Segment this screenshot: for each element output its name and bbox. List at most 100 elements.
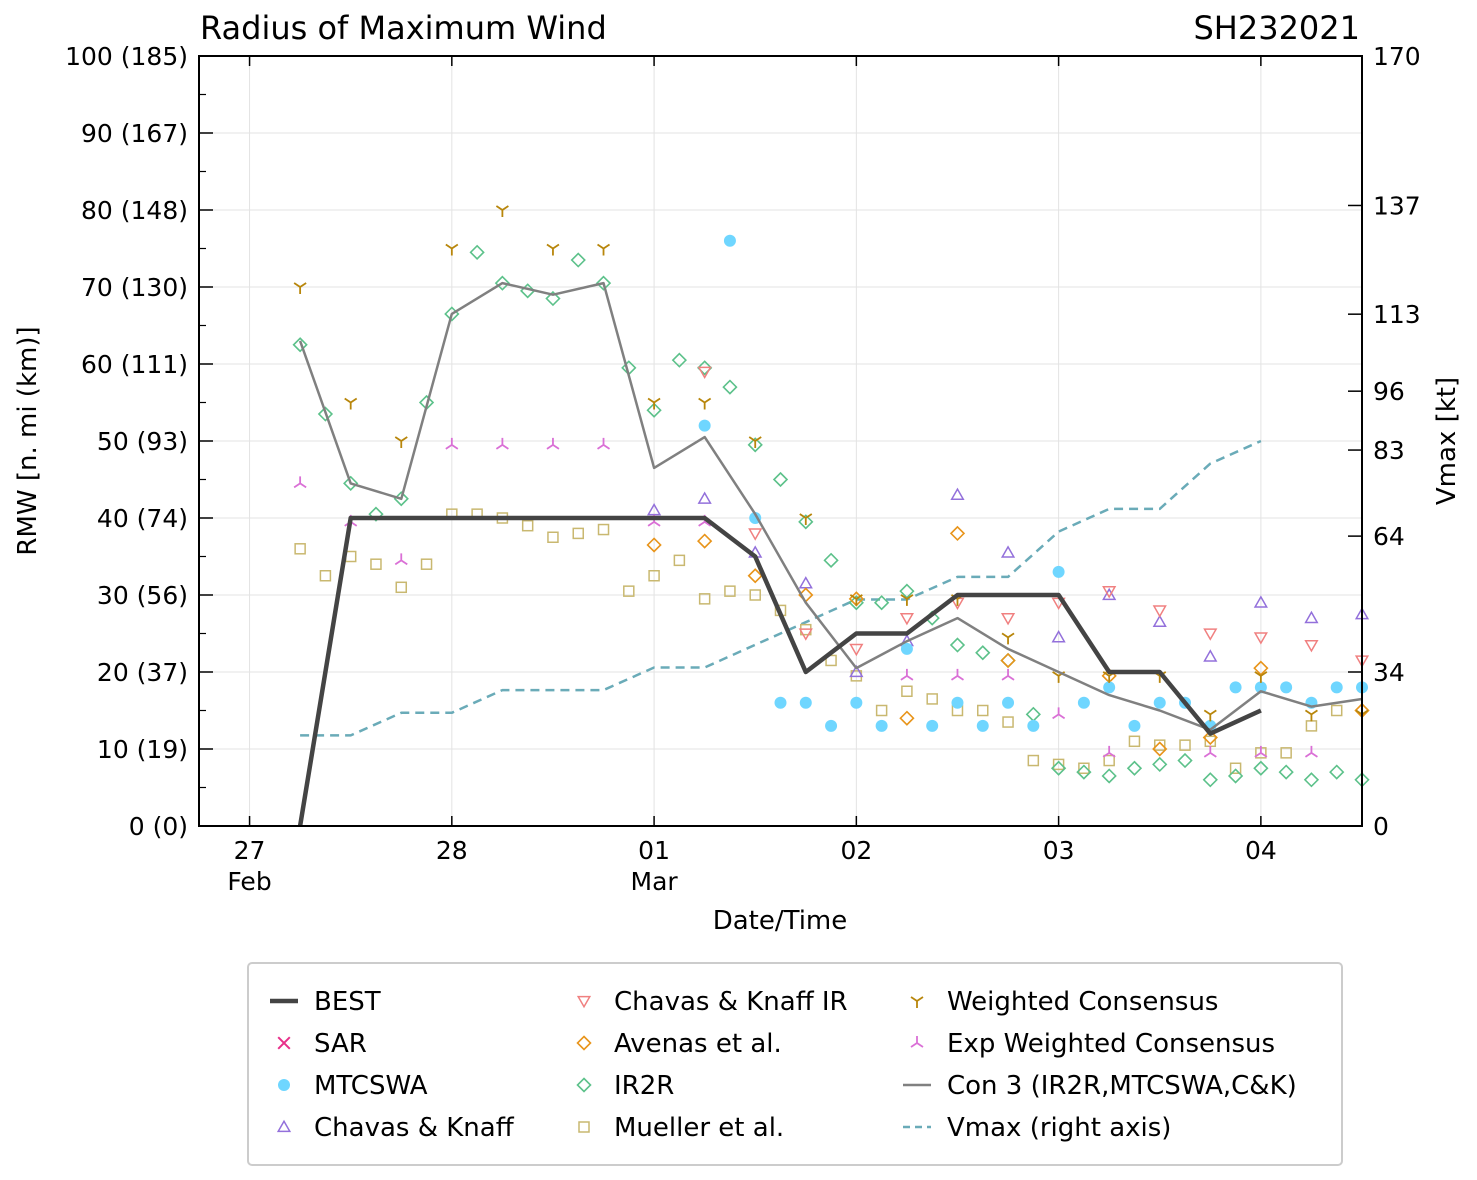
mtcswa-point xyxy=(1077,696,1090,709)
ir2r-point xyxy=(1177,752,1193,769)
ir2r-point xyxy=(772,471,789,488)
x-tick-label: 28 xyxy=(436,836,468,865)
legend-label: Chavas & Knaff xyxy=(314,1113,515,1143)
mueller-point xyxy=(1027,754,1040,767)
series-weighted xyxy=(293,205,1369,722)
mueller-point xyxy=(597,523,610,536)
weighted-point xyxy=(748,436,762,448)
mueller-point xyxy=(724,585,736,597)
con3-line xyxy=(298,281,1363,732)
exp_weighted-point xyxy=(293,476,307,489)
chavas_knaff-point xyxy=(849,664,864,678)
x-tick-month-label: Feb xyxy=(227,867,271,896)
mueller-point xyxy=(1280,747,1292,759)
mueller-point xyxy=(521,519,534,532)
x-tick-label: 01 xyxy=(638,836,670,865)
chavas_knaff_ir-point xyxy=(849,643,864,657)
weighted-point xyxy=(344,397,358,410)
y-right-tick-label: 64 xyxy=(1373,522,1405,551)
y-tick-label: 50 (93) xyxy=(97,427,188,456)
mtcswa-point xyxy=(698,419,711,432)
exp_weighted-point xyxy=(394,553,408,566)
series-layer xyxy=(292,205,1370,827)
ir2r-point xyxy=(1076,764,1092,780)
weighted-point xyxy=(900,594,914,606)
mtcswa-point xyxy=(723,234,736,247)
legend-item-sar: SAR xyxy=(277,1029,367,1059)
legend-swatch xyxy=(278,1079,290,1091)
chavas_knaff-point xyxy=(1051,630,1066,643)
legend-label: IR2R xyxy=(614,1071,674,1101)
mtcswa-point xyxy=(825,719,838,732)
legend-box xyxy=(247,962,1343,1166)
y-right-tick-label: 34 xyxy=(1373,658,1405,687)
y-right-tick-label: 96 xyxy=(1373,377,1405,406)
storm-id: SH232021 xyxy=(1193,9,1360,47)
mtcswa-point xyxy=(1128,719,1141,732)
mtcswa-point xyxy=(1002,696,1015,709)
weighted-point xyxy=(1203,709,1217,722)
weighted-point xyxy=(1001,632,1015,645)
legend: BEST SAR MTCSWA Chavas & Knaff Chavas & Knaf… xyxy=(270,987,1297,1143)
y-tick-label: 90 (167) xyxy=(81,119,188,148)
ir2r-point xyxy=(975,645,991,661)
ir2r-point xyxy=(823,552,839,568)
vmax-line xyxy=(300,439,1262,737)
mueller-point xyxy=(319,570,332,582)
series-con3 xyxy=(298,281,1363,732)
y-tick-label: 30 (56) xyxy=(97,581,188,610)
mtcswa-point xyxy=(1330,681,1343,694)
y-tick-label: 100 (185) xyxy=(65,42,188,71)
weighted-point xyxy=(495,205,509,217)
avenas-point xyxy=(949,525,966,542)
weighted-point xyxy=(597,243,611,256)
ir2r-point xyxy=(1303,772,1320,788)
legend-item-exp_weighted: Exp Weighted Consensus xyxy=(910,1029,1275,1059)
legend-label: Vmax (right axis) xyxy=(947,1113,1171,1143)
ir2r-point xyxy=(494,275,511,291)
ir2r-point xyxy=(1050,760,1067,776)
y-tick-label: 60 (111) xyxy=(81,350,188,379)
chavas_knaff_ir-point xyxy=(1000,613,1016,626)
ir2r-point xyxy=(1101,768,1117,784)
legend-item-ir2r: IR2R xyxy=(576,1071,674,1101)
mueller-point xyxy=(420,558,433,570)
legend-swatch xyxy=(910,1036,924,1048)
mtcswa-point xyxy=(1027,719,1040,732)
y-right-tick-label: 170 xyxy=(1373,42,1421,71)
y-tick-label: 20 (37) xyxy=(97,658,188,687)
avenas-point xyxy=(646,537,662,553)
weighted-point xyxy=(799,513,813,525)
mtcswa-point xyxy=(1254,681,1267,694)
mueller-point xyxy=(1128,735,1141,748)
ir2r-point xyxy=(1202,772,1218,788)
ir2r-point xyxy=(317,406,334,422)
weighted-point xyxy=(1254,671,1268,683)
ir2r-point xyxy=(1329,764,1345,780)
mueller-point xyxy=(1330,704,1343,717)
series-exp_weighted xyxy=(293,437,1318,758)
mtcswa-point xyxy=(850,696,863,709)
weighted-point xyxy=(1304,709,1318,722)
x-tick-label: 03 xyxy=(1043,836,1075,865)
mtcswa-point xyxy=(951,696,964,709)
ir2r-point xyxy=(1227,768,1244,784)
legend-item-mueller: Mueller et al. xyxy=(578,1113,784,1143)
mueller-point xyxy=(698,593,711,605)
mueller-point xyxy=(926,693,938,705)
legend-label: Chavas & Knaff IR xyxy=(614,987,848,1017)
y-tick-label: 0 (0) xyxy=(129,812,188,841)
legend-label: SAR xyxy=(314,1029,367,1059)
mueller-point xyxy=(294,543,306,555)
ir2r-point xyxy=(899,583,915,599)
y-axis-right-label: Vmax [kt] xyxy=(1432,377,1462,505)
ir2r-point xyxy=(747,437,763,453)
ir2r-point xyxy=(1152,756,1168,773)
mueller-point xyxy=(395,581,408,594)
grid xyxy=(199,55,1362,827)
weighted-point xyxy=(293,282,307,294)
chavas_knaff_ir-point xyxy=(798,628,813,641)
chavas_knaff-point xyxy=(1203,649,1218,662)
ir2r-point xyxy=(343,475,359,491)
